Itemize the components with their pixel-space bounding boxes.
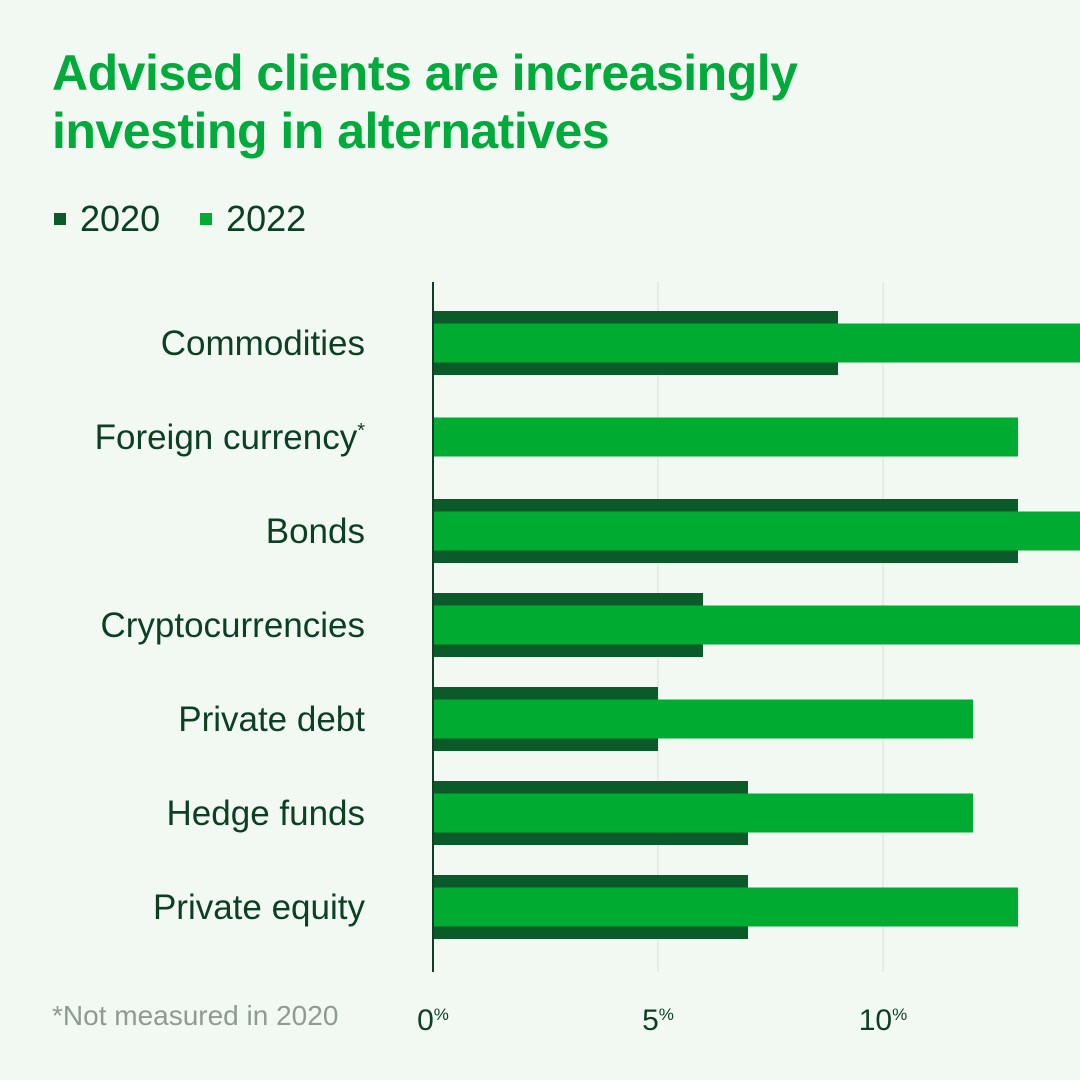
legend-label-2020: 2020: [80, 198, 161, 239]
legend-swatch-2020: [54, 213, 66, 225]
x-tick-label-1: 5%: [642, 1004, 674, 1037]
chart-title: Advised clients are increasingly investi…: [52, 45, 798, 159]
category-label-1: Foreign currency*: [95, 418, 366, 457]
bar-2022-5: [433, 793, 973, 833]
bar-2022-0: [433, 323, 1080, 363]
bar-2022-1: [433, 417, 1018, 457]
legend-item-2020: 2020: [54, 198, 160, 240]
legend-swatch-2022: [200, 213, 213, 225]
category-label-4: Private debt: [178, 700, 365, 739]
legend-item-2022: 2022: [200, 198, 306, 240]
legend: 2020 2022: [54, 198, 306, 240]
footnote: *Not measured in 2020: [52, 1000, 339, 1031]
category-label-5: Hedge funds: [167, 794, 365, 833]
legend-label-2022: 2022: [226, 198, 307, 239]
bar-2022-2: [433, 511, 1080, 551]
category-label-6: Private equity: [153, 888, 366, 927]
x-tick-label-2: 10%: [859, 1004, 908, 1037]
bar-2022-6: [433, 887, 1018, 927]
bar-2022-3: [433, 605, 1080, 645]
x-tick-label-0: 0%: [417, 1004, 449, 1037]
category-label-0: Commodities: [161, 324, 365, 363]
category-label-2: Bonds: [266, 512, 365, 551]
category-label-3: Cryptocurrencies: [100, 606, 365, 645]
bar-2022-4: [433, 699, 973, 739]
